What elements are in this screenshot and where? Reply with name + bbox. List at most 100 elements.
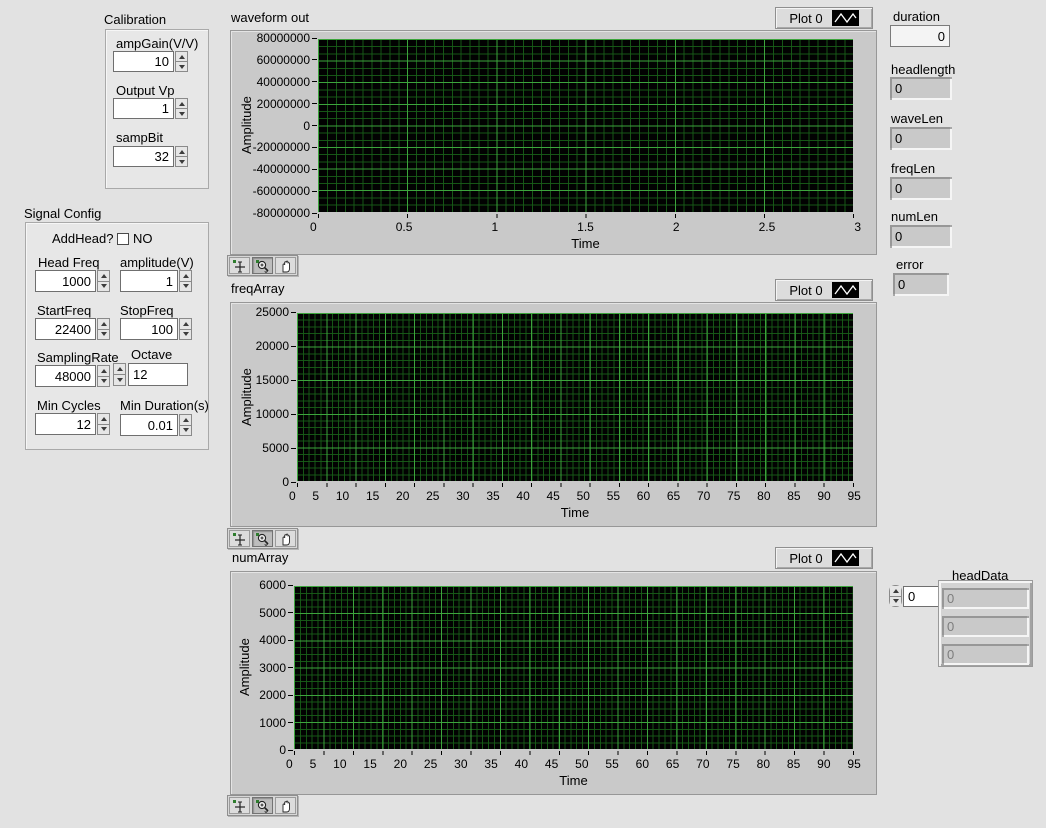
spin-up-icon[interactable] [97, 318, 110, 330]
pan-hand-icon[interactable] [275, 257, 296, 274]
pan-hand-icon[interactable] [275, 797, 296, 814]
sampbit-field[interactable]: 32 [113, 146, 174, 167]
startfreq-spinner[interactable] [97, 318, 110, 340]
spin-up-icon[interactable] [179, 414, 192, 426]
y-tick-label: 10000 [256, 408, 296, 420]
samplingrate-field[interactable]: 48000 [35, 365, 96, 387]
x-tick-label: 10 [335, 489, 350, 503]
graph2-plot-area[interactable] [297, 313, 853, 481]
addhead-checkbox-label: NO [133, 231, 153, 246]
spin-down-icon[interactable] [113, 375, 126, 386]
graph3-plot-area[interactable] [294, 586, 853, 749]
headdata-element: 0 [942, 644, 1029, 665]
minduration-field[interactable]: 0.01 [120, 414, 178, 436]
samplingrate-spinner[interactable] [97, 365, 110, 387]
x-tick-label: 35 [484, 757, 498, 771]
graph1-palette[interactable] [227, 255, 298, 276]
pan-hand-icon[interactable] [275, 530, 296, 547]
spin-up-icon[interactable] [175, 146, 188, 157]
graph1-legend[interactable]: Plot 0 [775, 7, 873, 29]
amplitude-field[interactable]: 1 [120, 270, 178, 292]
graph1-plot-area[interactable] [318, 39, 853, 212]
x-tick-label: 85 [787, 489, 801, 503]
spin-up-icon[interactable] [97, 413, 110, 425]
x-tick-label: 80 [757, 489, 771, 503]
y-tick-label: 80000000 [257, 32, 317, 44]
spin-down-icon[interactable] [97, 376, 110, 387]
mincycles-spinner[interactable] [97, 413, 110, 435]
spin-up-icon[interactable] [175, 98, 188, 109]
octave-field[interactable]: 12 [128, 363, 188, 386]
spin-up-icon[interactable] [179, 270, 192, 282]
graph-num-array[interactable]: 6000 5000 4000 3000 2000 1000 0 0 5 10 15 20 25 30 35… [230, 571, 877, 795]
startfreq-field[interactable]: 22400 [35, 318, 96, 340]
addhead-label: AddHead? [52, 231, 114, 246]
waveform-swatch-icon [831, 550, 859, 566]
graph-freq-array[interactable]: 25000 20000 15000 10000 5000 0 0 5 10 15 20 25 30 35… [230, 302, 877, 527]
x-tick-label: 55 [606, 489, 621, 503]
headfreq-field[interactable]: 1000 [35, 270, 96, 292]
spin-up-icon[interactable] [97, 270, 110, 282]
headdata-index-field[interactable]: 0 [903, 586, 939, 607]
y-tick-label: 2000 [259, 689, 293, 701]
spin-down-icon[interactable] [179, 329, 192, 340]
spin-down-icon[interactable] [179, 281, 192, 292]
sampbit-spinner[interactable] [175, 146, 188, 167]
headfreq-spinner[interactable] [97, 270, 110, 292]
spin-down-icon[interactable] [175, 157, 188, 167]
spin-up-icon[interactable] [113, 363, 126, 375]
y-tick-label: 5000 [262, 442, 296, 454]
graph3-legend[interactable]: Plot 0 [775, 547, 873, 569]
graph1-title: waveform out [231, 10, 310, 25]
cursor-crosshair-icon[interactable] [229, 530, 250, 547]
graph3-title: numArray [232, 550, 289, 565]
graph2-legend[interactable]: Plot 0 [775, 279, 873, 301]
spin-down-icon[interactable] [97, 424, 110, 435]
spin-down-icon[interactable] [889, 596, 902, 607]
x-tick-label: 1.5 [577, 220, 594, 234]
addhead-checkbox[interactable] [117, 233, 129, 245]
numlen-indicator: 0 [890, 225, 952, 248]
y-tick-label: 20000 [256, 340, 296, 352]
graph3-legend-label: Plot 0 [789, 550, 823, 566]
spin-down-icon[interactable] [97, 281, 110, 292]
spin-up-icon[interactable] [889, 585, 902, 597]
x-tick-label: 5 [312, 489, 320, 503]
stopfreq-field[interactable]: 100 [120, 318, 178, 340]
spin-down-icon[interactable] [97, 329, 110, 340]
zoom-tool-icon[interactable] [252, 257, 273, 274]
cursor-crosshair-icon[interactable] [229, 257, 250, 274]
graph2-palette[interactable] [227, 528, 298, 549]
spin-up-icon[interactable] [175, 51, 188, 62]
x-tick-label: 50 [575, 757, 589, 771]
spin-down-icon[interactable] [175, 62, 188, 72]
mincycles-field[interactable]: 12 [35, 413, 96, 435]
headdata-index-spinner[interactable] [889, 585, 902, 607]
ampgain-spinner[interactable] [175, 51, 188, 72]
zoom-tool-icon[interactable] [252, 797, 273, 814]
ampgain-field[interactable]: 10 [113, 51, 174, 72]
x-tick-label: 75 [726, 757, 740, 771]
y-tick-label: 0 [303, 120, 317, 132]
stopfreq-spinner[interactable] [179, 318, 192, 340]
y-tick-label: 6000 [259, 579, 293, 591]
wavelen-indicator: 0 [890, 127, 952, 150]
cursor-crosshair-icon[interactable] [229, 797, 250, 814]
graph-waveform-out[interactable]: 80000000 60000000 40000000 20000000 0 -200000… [230, 30, 877, 255]
stopfreq-label: StopFreq [120, 303, 174, 318]
outputvp-field[interactable]: 1 [113, 98, 174, 119]
spin-down-icon[interactable] [175, 109, 188, 119]
octave-spinner[interactable] [113, 363, 126, 386]
spin-down-icon[interactable] [179, 425, 192, 436]
spin-up-icon[interactable] [97, 365, 110, 377]
minduration-spinner[interactable] [179, 414, 192, 436]
amplitude-spinner[interactable] [179, 270, 192, 292]
x-tick-label: 90 [817, 489, 831, 503]
spin-up-icon[interactable] [179, 318, 192, 330]
graph3-palette[interactable] [227, 795, 298, 816]
y-tick-label: -80000000 [253, 207, 317, 219]
outputvp-spinner[interactable] [175, 98, 188, 119]
zoom-tool-icon[interactable] [252, 530, 273, 547]
wavelen-label: waveLen [891, 111, 944, 126]
y-tick-label: 3000 [259, 662, 293, 674]
